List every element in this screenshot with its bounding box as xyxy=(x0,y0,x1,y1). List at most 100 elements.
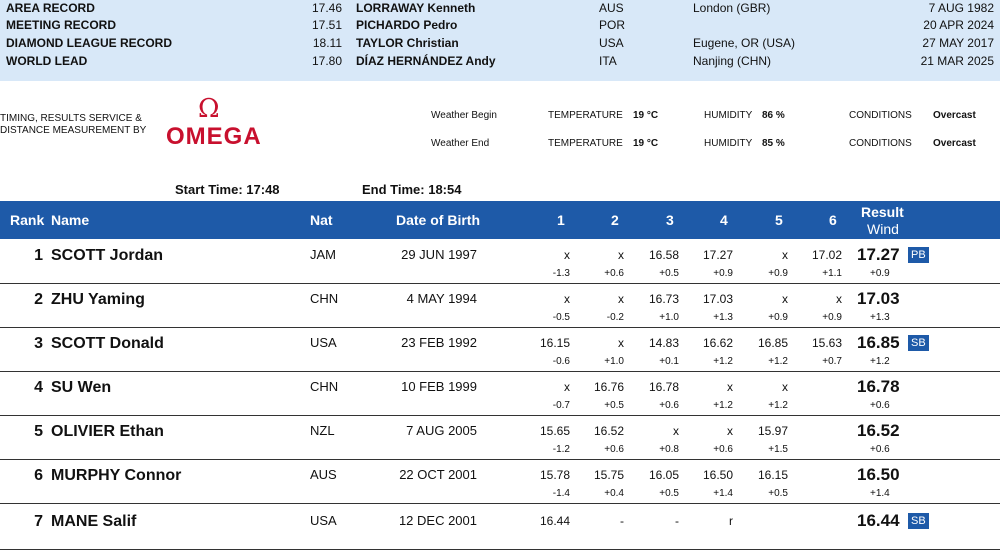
result-mark: 16.85 xyxy=(857,333,900,352)
attempt-mark-1: 15.65 xyxy=(539,424,570,438)
record-mark: 18.11 xyxy=(312,36,342,50)
attempt-mark-1: x xyxy=(564,248,570,262)
result-mark: 16.78 xyxy=(857,377,900,396)
header-result: Result xyxy=(861,204,904,220)
end-time: End Time: 18:54 xyxy=(362,182,462,197)
attempt-wind-3: +0.5 xyxy=(659,268,679,279)
athlete-rank: 4 xyxy=(34,379,43,396)
result-wind: +0.6 xyxy=(870,400,890,411)
attempt-mark-2: x xyxy=(618,292,624,306)
header-dob: Date of Birth xyxy=(396,212,480,228)
weather-end-temp-label: TEMPERATURE xyxy=(548,138,623,149)
athlete-dob: 4 MAY 1994 xyxy=(406,291,477,306)
attempt-mark-4: x xyxy=(727,424,733,438)
attempt-mark-1: x xyxy=(564,292,570,306)
record-mark: 17.80 xyxy=(311,54,342,68)
timing-text-2: DISTANCE MEASUREMENT BY xyxy=(0,125,147,136)
attempt-wind-1: -0.6 xyxy=(552,356,570,367)
result-wind: +1.4 xyxy=(870,488,890,499)
table-row: 2 ZHU Yaming CHN 4 MAY 1994 x -0.5 x -0.2 16.73 +… xyxy=(0,283,1000,328)
attempt-mark-5: x xyxy=(782,292,788,306)
attempt-wind-1: -1.4 xyxy=(552,488,570,499)
record-holder: DÍAZ HERNÁNDEZ Andy xyxy=(356,54,496,68)
weather-end-temp: 19 °C xyxy=(633,138,659,149)
weather-begin-cond-label: CONDITIONS xyxy=(849,110,912,121)
athlete-rank: 3 xyxy=(34,335,43,352)
athlete-dob: 22 OCT 2001 xyxy=(399,467,477,482)
weather-begin-hum-label: HUMIDITY xyxy=(704,110,753,121)
table-row: 4 SU Wen CHN 10 FEB 1999 x -0.7 16.76 +0.5 16.78… xyxy=(0,371,1000,416)
athlete-rank: 2 xyxy=(34,291,43,308)
athlete-rank: 5 xyxy=(34,423,43,440)
attempt-wind-5: +1.2 xyxy=(768,356,788,367)
table-row: 6 MURPHY Connor AUS 22 OCT 2001 15.78 -1.4 15.… xyxy=(0,459,1000,504)
record-nat: AUS xyxy=(599,1,624,15)
attempt-mark-5: x xyxy=(782,380,788,394)
record-mark: 17.46 xyxy=(311,1,342,15)
header-attempt-5: 5 xyxy=(775,212,783,228)
record-label: DIAMOND LEAGUE RECORD xyxy=(6,36,173,50)
result-mark: 16.52 xyxy=(857,421,900,440)
attempt-mark-3: 16.58 xyxy=(648,248,679,262)
attempt-wind-3: +0.8 xyxy=(659,444,679,455)
attempt-wind-2: +0.6 xyxy=(604,444,624,455)
attempt-wind-3: +0.1 xyxy=(659,356,679,367)
record-label: MEETING RECORD xyxy=(6,18,117,32)
result-wind: +0.6 xyxy=(870,444,890,455)
record-badge: SB xyxy=(908,335,929,351)
athlete-nat: USA xyxy=(310,513,337,528)
result-mark: 17.27 xyxy=(857,245,900,264)
attempt-mark-3: 14.83 xyxy=(648,336,679,350)
attempt-mark-5: x xyxy=(782,248,788,262)
header-attempt-2: 2 xyxy=(611,212,619,228)
omega-logo-text: OMEGA xyxy=(166,123,262,150)
record-row: DIAMOND LEAGUE RECORD 18.11 TAYLOR Christi… xyxy=(0,34,1000,52)
header-attempt-6: 6 xyxy=(829,212,837,228)
athlete-rank: 7 xyxy=(34,513,43,530)
attempt-mark-4: 16.50 xyxy=(702,468,733,482)
attempt-mark-3: - xyxy=(675,514,679,528)
weather-begin-temp: 19 °C xyxy=(633,110,659,121)
table-row: 3 SCOTT Donald USA 23 FEB 1992 16.15 -0.6 x +1.… xyxy=(0,327,1000,372)
attempt-mark-6: 17.02 xyxy=(811,248,842,262)
record-date: 27 MAY 2017 xyxy=(922,36,994,50)
attempt-mark-3: 16.05 xyxy=(648,468,679,482)
athlete-dob: 29 JUN 1997 xyxy=(401,247,477,262)
weather-begin-label: Weather Begin xyxy=(431,110,497,121)
attempt-mark-3: 16.73 xyxy=(648,292,679,306)
attempt-wind-3: +0.6 xyxy=(659,400,679,411)
header-attempt-3: 3 xyxy=(666,212,674,228)
athlete-name: OLIVIER Ethan xyxy=(51,423,164,440)
weather-end-hum-label: HUMIDITY xyxy=(704,138,753,149)
attempt-wind-4: +0.9 xyxy=(713,268,733,279)
timing-credit: TIMING, RESULTS SERVICE & DISTANCE MEASU… xyxy=(0,113,150,137)
athlete-nat: AUS xyxy=(310,467,337,482)
weather-begin-temp-label: TEMPERATURE xyxy=(548,110,623,121)
record-nat: USA xyxy=(599,36,624,50)
record-row: WORLD LEAD 17.80 DÍAZ HERNÁNDEZ Andy ITA Nan… xyxy=(0,52,1000,70)
record-date: 20 APR 2024 xyxy=(923,18,994,32)
attempt-mark-1: 16.44 xyxy=(539,514,570,528)
attempt-mark-2: 15.75 xyxy=(593,468,624,482)
attempt-wind-3: +0.5 xyxy=(659,488,679,499)
attempt-mark-5: 15.97 xyxy=(757,424,788,438)
record-label: WORLD LEAD xyxy=(6,54,88,68)
attempt-mark-3: x xyxy=(673,424,679,438)
header-attempt-1: 1 xyxy=(557,212,565,228)
athlete-name: SCOTT Jordan xyxy=(51,247,164,264)
attempt-mark-6: x xyxy=(836,292,842,306)
attempt-wind-2: +1.0 xyxy=(604,356,624,367)
header-attempt-4: 4 xyxy=(720,212,728,228)
result-wind: +0.9 xyxy=(870,268,890,279)
athlete-rank: 6 xyxy=(34,467,43,484)
attempt-mark-4: 17.03 xyxy=(702,292,733,306)
attempt-mark-1: x xyxy=(564,380,570,394)
attempt-wind-5: +0.9 xyxy=(768,312,788,323)
record-label: AREA RECORD xyxy=(6,1,95,15)
record-nat: ITA xyxy=(599,54,617,68)
attempt-mark-3: 16.78 xyxy=(648,380,679,394)
attempt-mark-5: 16.85 xyxy=(757,336,788,350)
attempt-wind-1: -0.5 xyxy=(552,312,570,323)
athlete-nat: CHN xyxy=(310,379,339,394)
result-wind: +1.2 xyxy=(870,356,890,367)
